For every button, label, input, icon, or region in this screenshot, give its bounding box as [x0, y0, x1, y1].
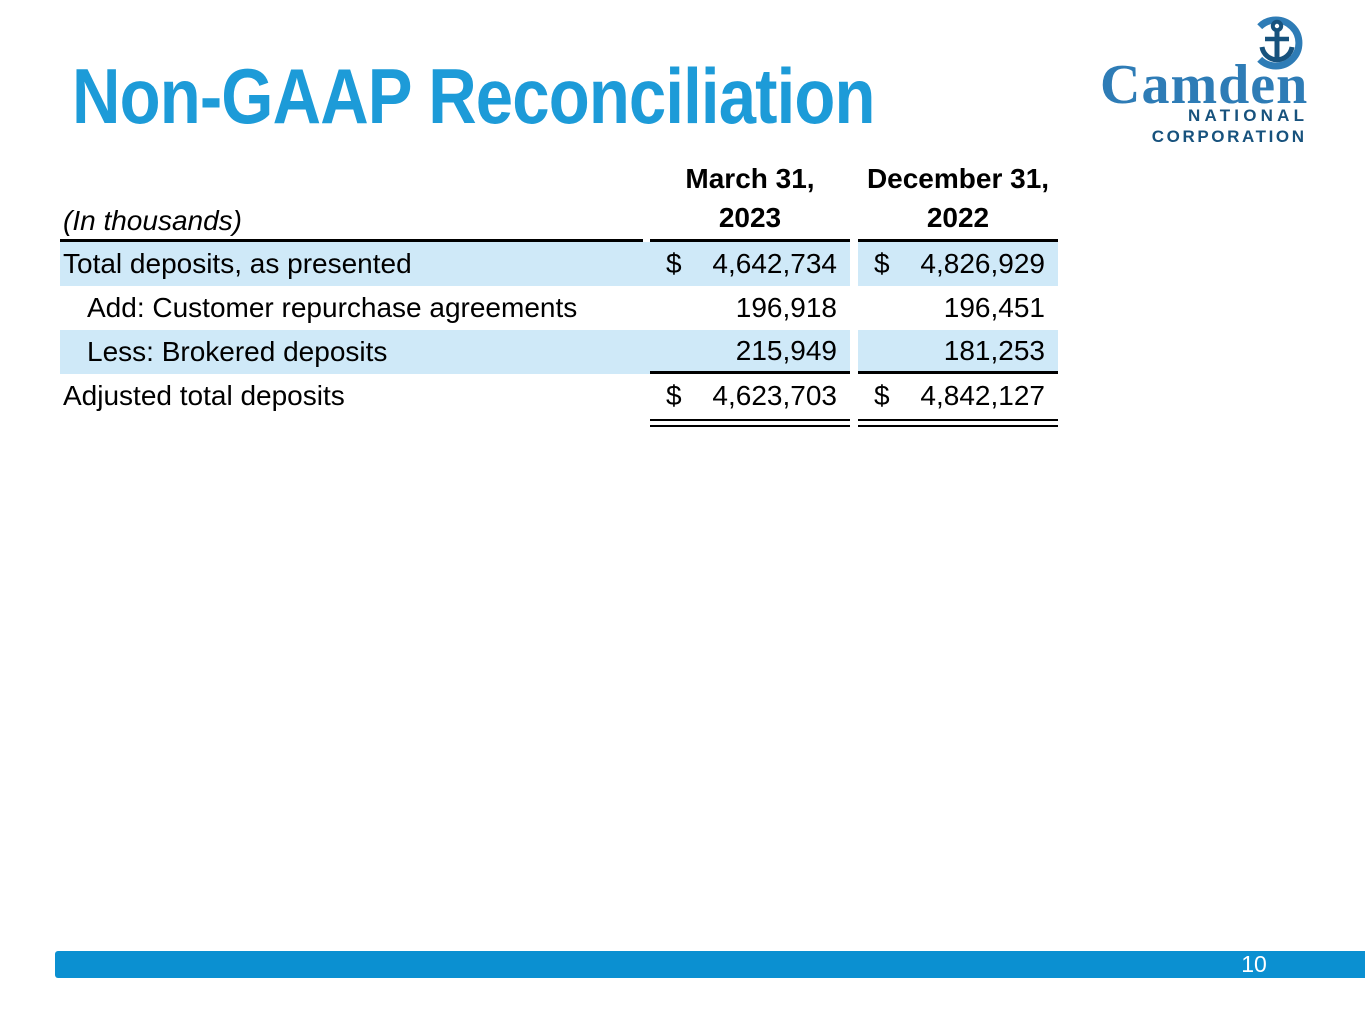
dollar-sign: $: [666, 248, 682, 279]
value: 181,253: [943, 334, 1045, 366]
table-header-label-cell: (In thousands): [60, 163, 643, 242]
units-note: (In thousands): [63, 205, 242, 236]
column-gap: [850, 163, 858, 242]
value: 4,623,703: [712, 380, 837, 411]
double-underline-col2: [858, 419, 1058, 427]
column-header-line1: December 31,: [866, 163, 1050, 194]
column-header-march-2023: March 31, 2023: [650, 163, 850, 242]
row-value-col1: 215,949: [650, 330, 850, 374]
column-gap: [850, 242, 858, 286]
table-row-less-brokered-deposits: Less: Brokered deposits 215,949 181,253: [60, 330, 1058, 374]
underline-spacer: [60, 419, 650, 427]
double-underline-col1: [650, 419, 850, 427]
logo-brand-text: Camden: [1100, 54, 1309, 116]
column-gap: [850, 374, 858, 418]
row-label: Add: Customer repurchase agreements: [87, 292, 578, 323]
column-gap: [850, 286, 858, 330]
column-header-line2: 2023: [718, 202, 782, 233]
table-row-total-deposits: Total deposits, as presented $ 4,642,734…: [60, 242, 1058, 286]
page-number: 10: [1241, 951, 1267, 977]
column-header-december-2022: December 31, 2022: [858, 163, 1058, 242]
column-header-line1: March 31,: [685, 163, 815, 194]
dollar-sign: $: [874, 248, 890, 279]
logo-national-text: NATIONAL: [1188, 106, 1309, 125]
row-value-col2: $ 4,826,929: [858, 242, 1058, 286]
row-label: Total deposits, as presented: [60, 242, 650, 286]
value: 196,918: [735, 292, 837, 323]
logo-corporation-text: CORPORATION: [1151, 127, 1307, 146]
row-value-col2: 181,253: [858, 330, 1058, 374]
page-title: Non-GAAP Reconciliation: [72, 52, 876, 140]
value: 4,842,127: [920, 380, 1045, 411]
column-gap: [850, 419, 858, 427]
row-label: Adjusted total deposits: [63, 380, 345, 411]
table-row-adjusted-total-deposits: Adjusted total deposits $ 4,623,703 $ 4,…: [60, 374, 1058, 418]
footer-bar: 10: [55, 951, 1365, 978]
column-header-line2: 2022: [926, 202, 990, 233]
company-logo: Camden NATIONAL CORPORATION: [1098, 14, 1312, 154]
value: 4,826,929: [920, 248, 1045, 279]
value: 196,451: [943, 292, 1045, 323]
table-header-row: (In thousands) March 31, 2023 December 3…: [60, 163, 1058, 242]
value: 215,949: [735, 334, 837, 366]
row-label: Less: Brokered deposits: [60, 330, 650, 374]
row-value-col1: $ 4,642,734: [650, 242, 850, 286]
row-value-col1: $ 4,623,703: [650, 374, 850, 418]
reconciliation-table: (In thousands) March 31, 2023 December 3…: [60, 163, 1058, 427]
value: 4,642,734: [712, 248, 837, 279]
row-value-col2: $ 4,842,127: [858, 374, 1058, 418]
dollar-sign: $: [874, 380, 890, 411]
dollar-sign: $: [666, 380, 682, 411]
table-row-add-customer-repurchase: Add: Customer repurchase agreements 196,…: [60, 286, 1058, 330]
row-value-col2: 196,451: [858, 286, 1058, 330]
anchor-icon: [1257, 16, 1303, 70]
total-underline-row: [60, 419, 1058, 427]
column-gap: [850, 330, 858, 374]
row-value-col1: 196,918: [650, 286, 850, 330]
